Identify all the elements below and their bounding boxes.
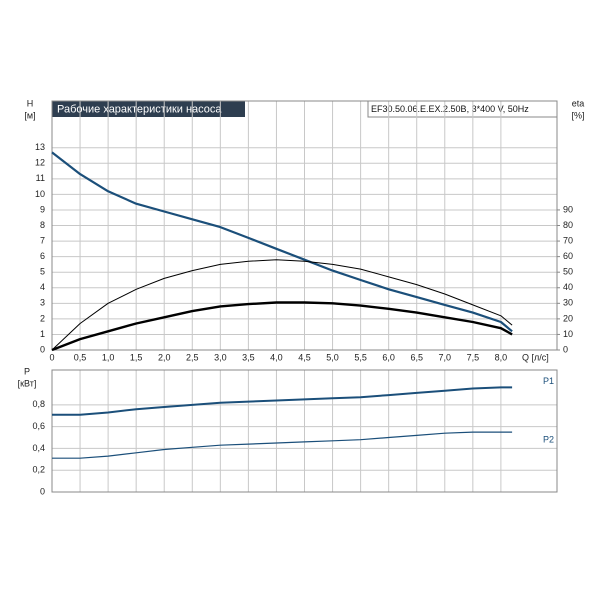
y2-tick-label: 0 [563,344,568,354]
y-tick-label: 4 [40,282,45,292]
curve [51,301,513,352]
x-tick-label: 1,0 [102,352,115,362]
x-tick-label: 5,5 [354,352,367,362]
y-tick-label: 3 [40,298,45,308]
y-tick-label: 5 [40,267,45,277]
y-tick-label: 13 [35,142,45,152]
y2-axis-unit: [%] [571,110,584,120]
y-tick-label: 0,4 [32,443,45,453]
y2-axis-label: eta [572,98,585,108]
y2-tick-label: 90 [563,204,573,214]
x-tick-label: 5,0 [326,352,339,362]
y2-tick-label: 30 [563,298,573,308]
x-tick-label: 4,0 [270,352,283,362]
x-tick-label: 1,5 [130,352,143,362]
y-tick-label: 0,8 [32,399,45,409]
x-tick-label: 3,0 [214,352,227,362]
y-axis-unit: [м] [24,110,35,120]
series-label: P2 [543,434,554,444]
title-box [52,101,245,117]
series-label: P1 [543,376,554,386]
y2-tick-label: 50 [563,267,573,277]
y-tick-label: 1 [40,329,45,339]
y-tick-label: 10 [35,189,45,199]
x-tick-label: 2,5 [186,352,199,362]
y-tick-label: 0 [40,486,45,496]
chart-subtitle: EF30.50.06.E.EX.2.50B, 3*400 V, 50Hz [371,104,529,114]
y-tick-label: 6 [40,251,45,261]
y-tick-label: 7 [40,235,45,245]
y2-tick-label: 70 [563,235,573,245]
curve [51,259,513,351]
x-tick-label: 6,0 [382,352,395,362]
y-tick-label: 2 [40,313,45,323]
y2-tick-label: 80 [563,220,573,230]
x-tick-label: 2,0 [158,352,171,362]
y2-tick-label: 10 [563,329,573,339]
x-tick-label: 6,5 [410,352,423,362]
y-tick-label: 0 [40,344,45,354]
x-tick-label: 7,5 [467,352,480,362]
plot-frame [51,369,558,493]
y-axis-label: P [24,366,30,376]
y-tick-label: 12 [35,158,45,168]
curve [52,431,513,459]
y-tick-label: 8 [40,220,45,230]
y-tick-label: 0,6 [32,421,45,431]
x-tick-label: 8,0 [495,352,508,362]
y-axis-unit: [кВт] [18,378,37,388]
y2-tick-label: 60 [563,251,573,261]
y-tick-label: 0,2 [32,465,45,475]
y-axis-label: H [27,98,34,108]
y2-tick-label: 20 [563,313,573,323]
chart-title: Рабочие характеристики насоса [57,103,222,115]
curve [52,386,513,416]
x-tick-label: 0 [49,352,54,362]
y2-tick-label: 40 [563,282,573,292]
x-axis-label: Q [л/с] [522,352,549,362]
y-tick-label: 9 [40,204,45,214]
x-tick-label: 7,0 [439,352,452,362]
x-tick-label: 3,5 [242,352,255,362]
y-tick-label: 11 [36,173,45,183]
plot-frame [51,100,558,351]
x-tick-label: 4,5 [298,352,311,362]
curve [51,151,513,333]
x-tick-label: 0,5 [74,352,87,362]
